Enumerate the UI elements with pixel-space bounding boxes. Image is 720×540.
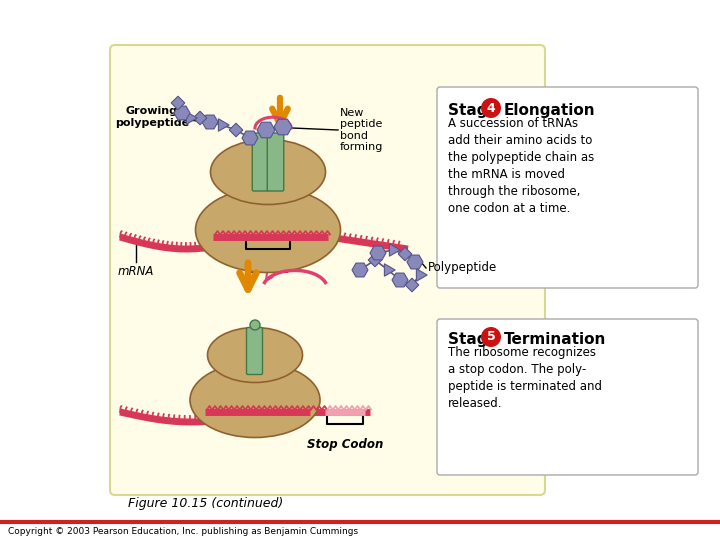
Text: Stop Codon: Stop Codon	[307, 438, 383, 451]
Text: A succession of tRNAs
add their amino acids to
the polypeptide chain as
the mRNA: A succession of tRNAs add their amino ac…	[448, 117, 594, 215]
Polygon shape	[398, 247, 412, 261]
Polygon shape	[370, 246, 386, 260]
Polygon shape	[257, 122, 275, 138]
Polygon shape	[368, 253, 382, 267]
Polygon shape	[171, 96, 185, 110]
Ellipse shape	[196, 187, 341, 273]
Text: Codons: Codons	[246, 263, 290, 276]
Text: Growing
polypeptide: Growing polypeptide	[115, 106, 189, 128]
Ellipse shape	[190, 362, 320, 437]
FancyBboxPatch shape	[437, 87, 698, 288]
Polygon shape	[186, 112, 197, 124]
FancyBboxPatch shape	[267, 133, 284, 191]
Circle shape	[481, 98, 501, 118]
Polygon shape	[202, 115, 218, 129]
Circle shape	[250, 320, 260, 330]
FancyBboxPatch shape	[110, 45, 545, 495]
FancyBboxPatch shape	[252, 133, 269, 191]
Text: Stage: Stage	[448, 332, 503, 347]
Text: New
peptide
bond
forming: New peptide bond forming	[340, 107, 383, 152]
Text: 5: 5	[487, 330, 495, 343]
Text: Figure 10.15 (continued): Figure 10.15 (continued)	[128, 497, 283, 510]
Text: mRNA: mRNA	[118, 265, 154, 278]
Text: The ribosome recognizes
a stop codon. The poly-
peptide is terminated and
releas: The ribosome recognizes a stop codon. Th…	[448, 346, 602, 410]
Circle shape	[481, 327, 501, 347]
Text: Stage: Stage	[448, 103, 503, 118]
Polygon shape	[174, 106, 190, 120]
Text: Copyright © 2003 Pearson Education, Inc. publishing as Benjamin Cummings: Copyright © 2003 Pearson Education, Inc.…	[8, 526, 358, 536]
Text: Polypeptide: Polypeptide	[428, 261, 498, 274]
Polygon shape	[384, 264, 395, 276]
Text: 4: 4	[487, 102, 495, 114]
Ellipse shape	[207, 327, 302, 382]
Polygon shape	[274, 119, 292, 135]
Polygon shape	[416, 269, 427, 281]
Text: Termination: Termination	[504, 332, 606, 347]
FancyBboxPatch shape	[246, 327, 263, 375]
Polygon shape	[390, 244, 400, 256]
Polygon shape	[193, 111, 207, 125]
Polygon shape	[405, 278, 419, 292]
Ellipse shape	[210, 139, 325, 205]
FancyBboxPatch shape	[437, 319, 698, 475]
Text: Elongation: Elongation	[504, 103, 595, 118]
Polygon shape	[242, 131, 258, 145]
Polygon shape	[392, 273, 408, 287]
Polygon shape	[229, 123, 243, 137]
Polygon shape	[352, 263, 368, 277]
Polygon shape	[407, 255, 423, 269]
Polygon shape	[218, 119, 229, 131]
